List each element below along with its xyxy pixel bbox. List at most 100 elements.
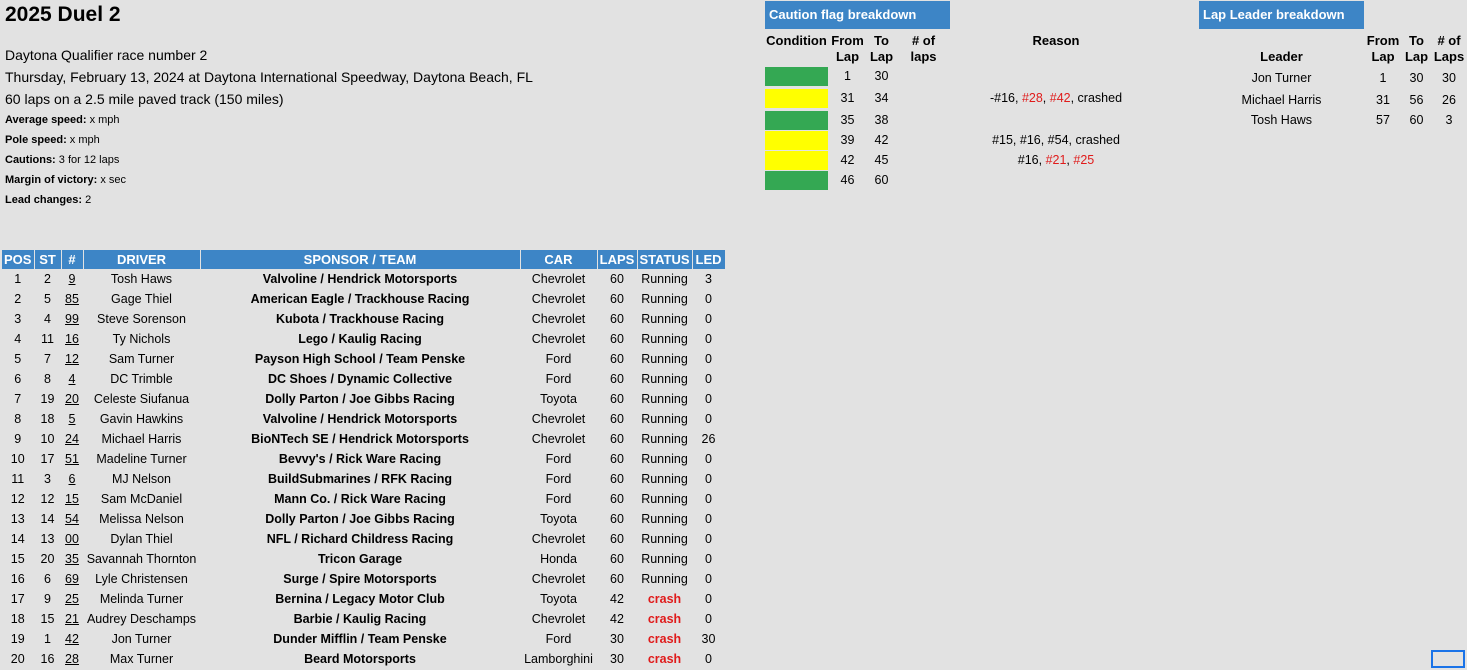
caution-condition-swatch: [765, 171, 828, 190]
table-row: 19 1 42 Jon Turner Dunder Mifflin / Team Pen…: [2, 629, 726, 650]
cell-car: Ford: [520, 629, 598, 650]
cell-driver: Michael Harris: [83, 429, 201, 450]
table-row: 11 3 6 MJ Nelson BuildSubmarines / RFK Racin…: [2, 469, 726, 490]
race-stat-label: Cautions:: [5, 154, 59, 166]
caution-from-lap: 35: [840, 113, 855, 127]
race-stat-label: Lead changes:: [5, 194, 86, 206]
results-header-cell: STATUS: [637, 250, 693, 270]
caution-condition-swatch: [765, 131, 828, 150]
race-stat-value: x mph: [69, 134, 100, 146]
leader-header-leader: Leader: [1260, 49, 1303, 64]
selected-cell[interactable]: [1431, 650, 1465, 668]
cell-driver: Sam McDaniel: [83, 489, 201, 510]
cell-start: 12: [34, 489, 62, 510]
cell-laps: 60: [597, 489, 638, 510]
caution-header-reason: Reason: [1032, 33, 1080, 48]
cell-car-number[interactable]: 12: [61, 349, 84, 370]
cell-laps: 60: [597, 409, 638, 430]
results-header-cell: LAPS: [597, 250, 638, 270]
cell-start: 16: [34, 649, 62, 670]
cell-status: Running: [637, 509, 693, 530]
cell-car-number[interactable]: 4: [61, 369, 84, 390]
cell-car-number[interactable]: 54: [61, 509, 84, 530]
cell-car-number[interactable]: 51: [61, 449, 84, 470]
caution-reason-part: ,: [1042, 91, 1050, 105]
cell-start: 9: [34, 589, 62, 610]
cell-laps: 60: [597, 449, 638, 470]
cell-pos: 20: [2, 649, 35, 670]
cell-car-number[interactable]: 42: [61, 629, 84, 650]
cell-car: Lamborghini: [520, 649, 598, 670]
cell-car-number[interactable]: 21: [61, 609, 84, 630]
caution-reason: [951, 110, 1161, 130]
cell-sponsor-team: American Eagle / Trackhouse Racing: [200, 289, 521, 310]
cell-car: Chevrolet: [520, 309, 598, 330]
cell-driver: Melinda Turner: [83, 589, 201, 610]
cell-car-number[interactable]: 99: [61, 309, 84, 330]
caution-from-lap: 39: [840, 133, 855, 147]
cell-car-number[interactable]: 25: [61, 589, 84, 610]
cell-car-number[interactable]: 00: [61, 529, 84, 550]
table-row: 7 19 20 Celeste Siufanua Dolly Parton / Joe …: [2, 389, 726, 410]
cell-car-number[interactable]: 6: [61, 469, 84, 490]
caution-reason-part: #21: [1045, 153, 1067, 167]
caution-reason: [951, 170, 1161, 190]
cell-car-number[interactable]: 85: [61, 289, 84, 310]
cell-driver: DC Trimble: [83, 369, 201, 390]
cell-laps: 60: [597, 529, 638, 550]
cell-pos: 16: [2, 569, 35, 590]
caution-from-lap: 1: [844, 69, 851, 83]
cell-pos: 1: [2, 269, 35, 290]
cell-sponsor-team: Kubota / Trackhouse Racing: [200, 309, 521, 330]
cell-laps: 42: [597, 589, 638, 610]
cell-car-number[interactable]: 20: [61, 389, 84, 410]
cell-sponsor-team: Dolly Parton / Joe Gibbs Racing: [200, 509, 521, 530]
cell-car-number[interactable]: 28: [61, 649, 84, 670]
cell-car-number[interactable]: 16: [61, 329, 84, 350]
race-stat: Cautions: 3 for 12 laps: [5, 150, 119, 170]
leader-header-to: To Lap: [1404, 33, 1429, 64]
caution-reason: #15, #16, #54, crashed: [951, 130, 1161, 150]
cell-driver: Savannah Thornton: [83, 549, 201, 570]
caution-reason: [951, 66, 1161, 86]
results-header-cell: POS: [2, 250, 35, 270]
cell-laps: 30: [597, 649, 638, 670]
cell-car-number[interactable]: 5: [61, 409, 84, 430]
cell-driver: Lyle Christensen: [83, 569, 201, 590]
table-row: 12 12 15 Sam McDaniel Mann Co. / Rick Ware R…: [2, 489, 726, 510]
table-row: 16 6 69 Lyle Christensen Surge / Spire Motor…: [2, 569, 726, 590]
cell-status: Running: [637, 389, 693, 410]
cell-pos: 11: [2, 469, 35, 490]
caution-to-lap: 42: [874, 133, 889, 147]
race-stat-value: x sec: [100, 174, 127, 186]
cell-laps: 60: [597, 349, 638, 370]
cell-pos: 5: [2, 349, 35, 370]
cell-status: Running: [637, 269, 693, 290]
cell-led: 0: [692, 289, 726, 310]
cell-laps: 60: [597, 289, 638, 310]
cell-car-number[interactable]: 69: [61, 569, 84, 590]
cell-car-number[interactable]: 35: [61, 549, 84, 570]
cell-car-number[interactable]: 9: [61, 269, 84, 290]
cell-led: 0: [692, 509, 726, 530]
cell-pos: 14: [2, 529, 35, 550]
cell-car: Chevrolet: [520, 409, 598, 430]
race-stat-label: Pole speed:: [5, 134, 70, 146]
cell-laps: 60: [597, 309, 638, 330]
cell-status: Running: [637, 529, 693, 550]
leader-from-lap: 1: [1379, 71, 1387, 85]
cell-led: 0: [692, 369, 726, 390]
cell-start: 1: [34, 629, 62, 650]
cell-start: 14: [34, 509, 62, 530]
cell-status: Running: [637, 489, 693, 510]
cell-car-number[interactable]: 15: [61, 489, 84, 510]
results-header-cell: CAR: [520, 250, 598, 270]
cell-pos: 9: [2, 429, 35, 450]
cell-sponsor-team: Lego / Kaulig Racing: [200, 329, 521, 350]
cell-car: Toyota: [520, 389, 598, 410]
table-row: 13 14 54 Melissa Nelson Dolly Parton / Joe G…: [2, 509, 726, 530]
cell-car-number[interactable]: 24: [61, 429, 84, 450]
cell-led: 0: [692, 449, 726, 470]
race-stat-label: Margin of victory:: [5, 174, 101, 186]
